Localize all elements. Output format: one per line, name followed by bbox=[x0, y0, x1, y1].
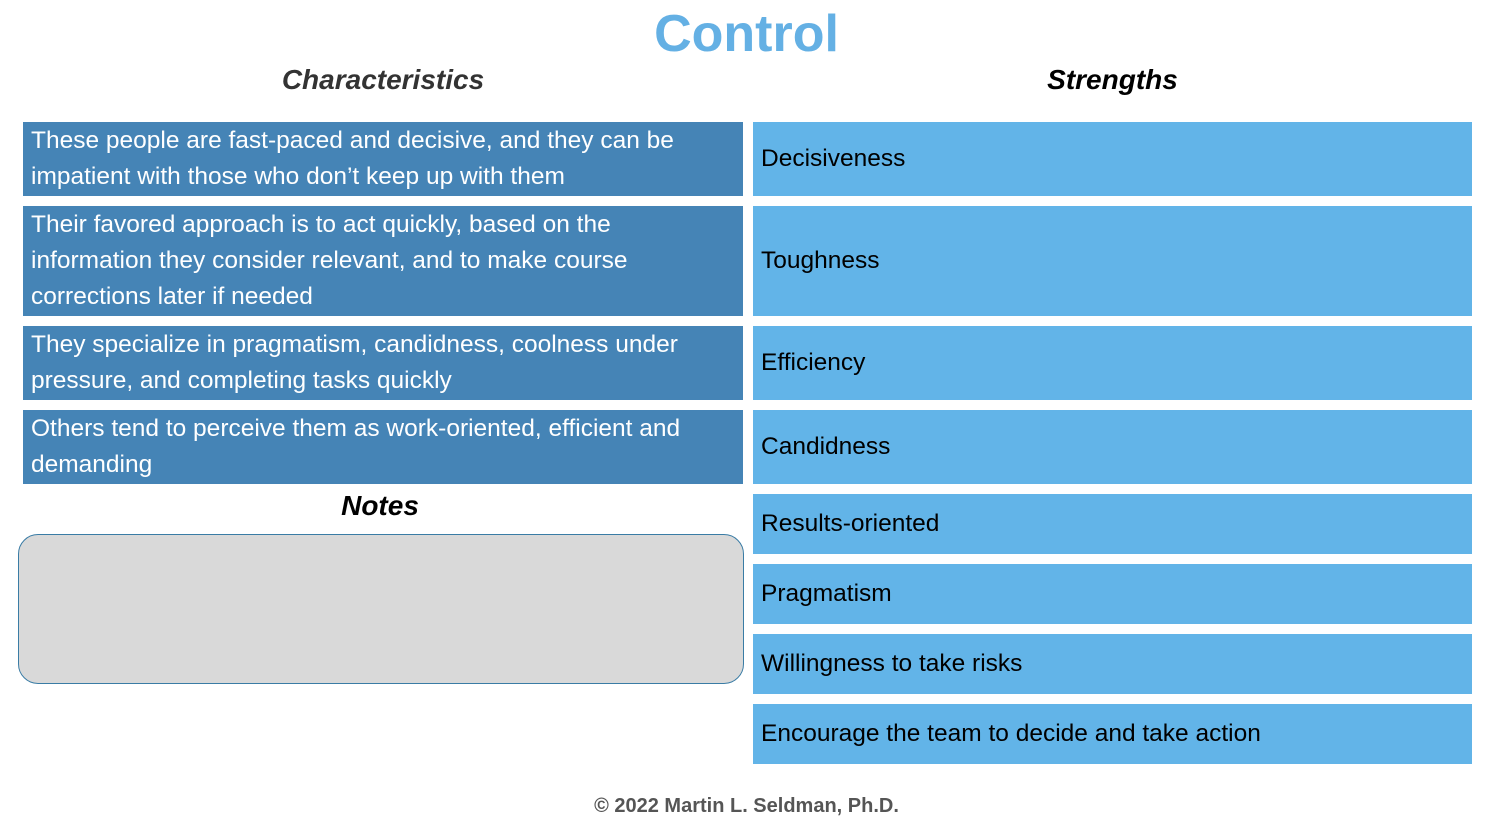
strength: Willingness to take risks bbox=[753, 634, 1472, 694]
footer: © 2022 Martin L. Seldman, Ph.D. bbox=[594, 795, 899, 817]
characteristic: Their favored approach is to act quickly… bbox=[23, 206, 743, 316]
notes-label: Notes bbox=[341, 490, 419, 521]
characteristic: These people are fast-paced and decisive… bbox=[23, 122, 743, 196]
notes-box[interactable] bbox=[18, 534, 744, 684]
column-heading: Characteristics bbox=[281, 64, 485, 95]
strength: Pragmatism bbox=[753, 564, 1472, 624]
strength: Candidness bbox=[753, 410, 1472, 484]
column-heading: Strengths bbox=[1047, 64, 1178, 95]
characteristic: They specialize in pragmatism, candidnes… bbox=[23, 326, 743, 400]
characteristic: Others tend to perceive them as work-ori… bbox=[23, 410, 743, 484]
strength: Decisiveness bbox=[753, 122, 1472, 196]
strength: Results-oriented bbox=[753, 494, 1472, 554]
strength: Efficiency bbox=[753, 326, 1472, 400]
strength: Encourage the team to decide and take ac… bbox=[753, 704, 1472, 764]
title: Control bbox=[654, 5, 839, 63]
strength: Toughness bbox=[753, 206, 1472, 316]
